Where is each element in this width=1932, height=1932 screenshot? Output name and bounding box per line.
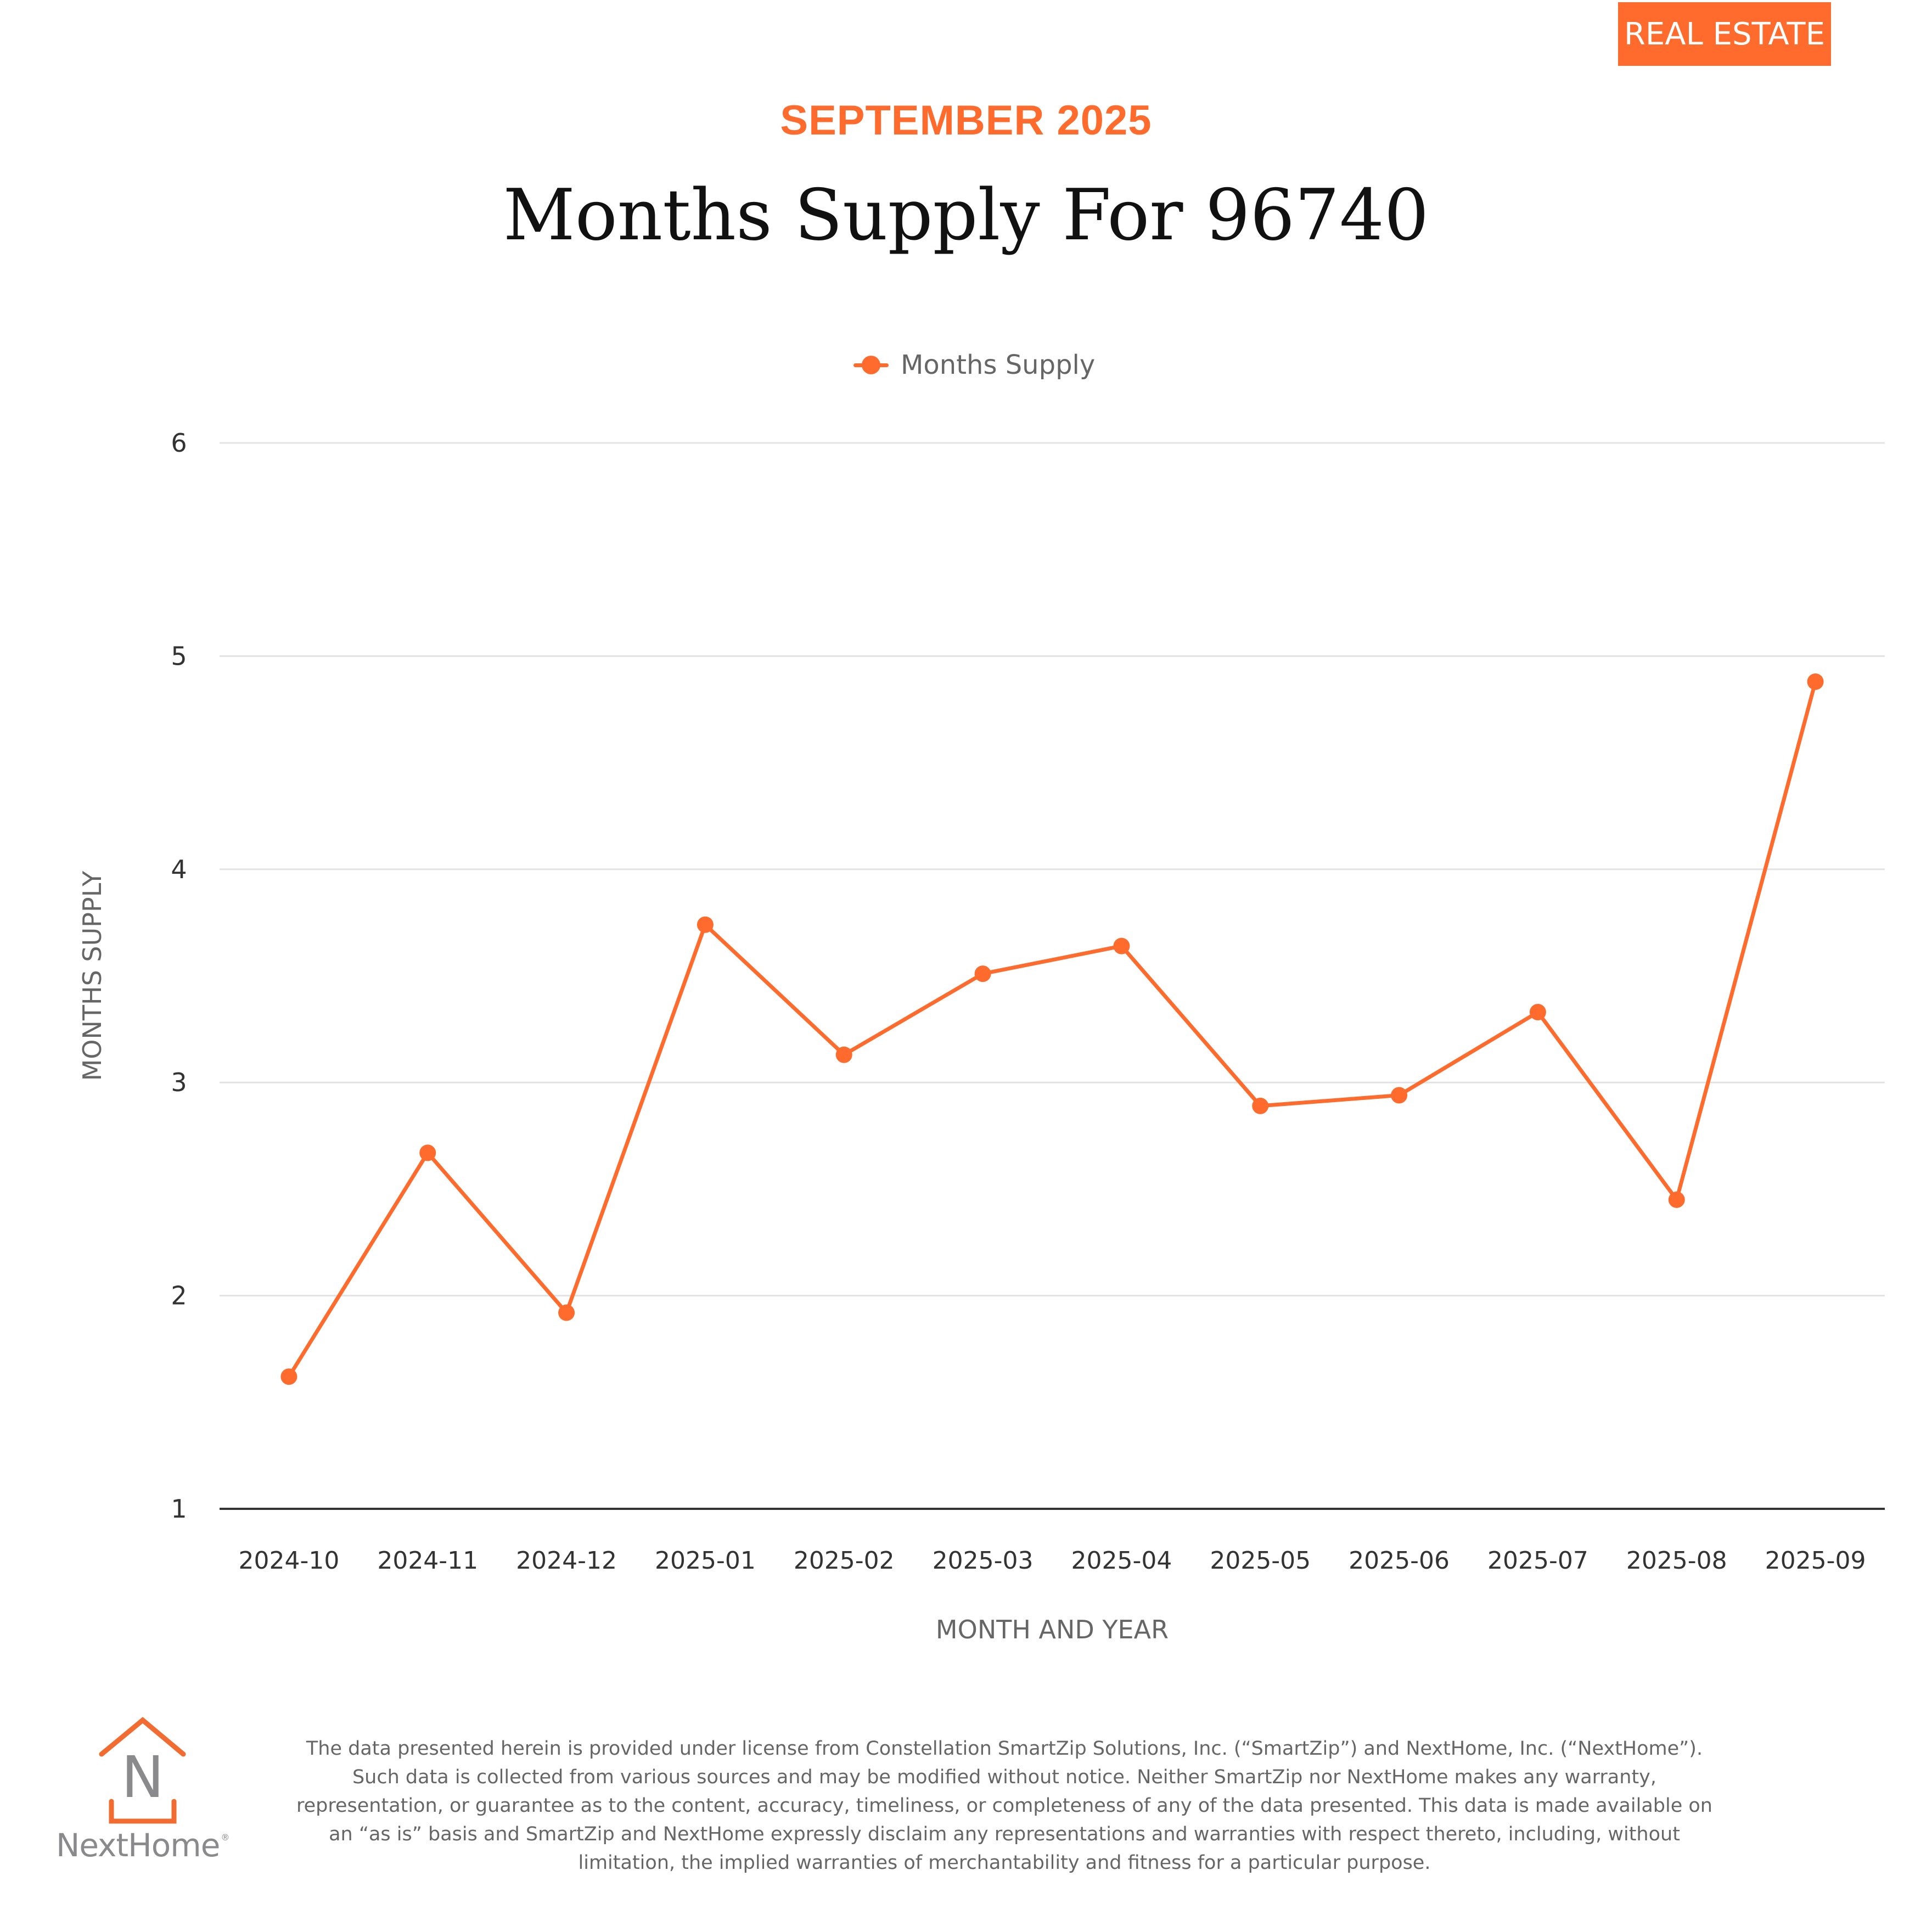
- x-tick-label: 2024-12: [516, 1547, 617, 1575]
- nexthome-wordmark: NextHome ®: [56, 1827, 229, 1864]
- y-tick-label: 2: [171, 1281, 187, 1311]
- data-point[interactable]: [1391, 1087, 1408, 1104]
- x-tick-label: 2025-03: [933, 1547, 1034, 1575]
- legend-label: Months Supply: [901, 350, 1096, 380]
- y-tick-label: 4: [171, 855, 187, 884]
- data-point[interactable]: [1807, 673, 1824, 690]
- gridlines: [220, 442, 1885, 1297]
- y-tick-label: 1: [171, 1494, 187, 1524]
- line-chart: 1 2 3 4 5 6 2024-10 2024-11 2024-12 2025-01 2025-…: [77, 428, 1885, 1644]
- data-point[interactable]: [1668, 1191, 1685, 1208]
- y-tick-label: 3: [171, 1068, 187, 1097]
- y-axis-title: MONTHS SUPPLY: [77, 870, 107, 1081]
- logo-roof-icon: [99, 1717, 186, 1757]
- y-tick-label: 5: [171, 641, 187, 671]
- x-tick-label: 2025-06: [1349, 1547, 1450, 1575]
- x-tick-label: 2024-11: [377, 1547, 478, 1575]
- y-tick-labels: 1 2 3 4 5 6: [171, 428, 187, 1524]
- x-tick-label: 2025-04: [1071, 1547, 1172, 1575]
- nexthome-logo: N: [99, 1717, 186, 1824]
- data-point[interactable]: [1529, 1004, 1546, 1021]
- data-point[interactable]: [558, 1304, 575, 1321]
- chart-legend: Months Supply: [853, 346, 1095, 384]
- data-point[interactable]: [697, 916, 714, 933]
- data-point[interactable]: [1113, 937, 1130, 954]
- x-tick-label: 2025-07: [1487, 1547, 1588, 1575]
- x-tick-label: 2024-10: [238, 1547, 339, 1575]
- y-tick-label: 6: [171, 428, 187, 458]
- data-point[interactable]: [835, 1046, 852, 1063]
- x-tick-label: 2025-09: [1765, 1547, 1866, 1575]
- x-tick-label: 2025-05: [1210, 1547, 1311, 1575]
- real-estate-badge: REAL ESTATE: [1618, 2, 1831, 66]
- x-tick-labels: 2024-10 2024-11 2024-12 2025-01 2025-02 2025-…: [238, 1547, 1866, 1575]
- x-tick-label: 2025-01: [655, 1547, 756, 1575]
- data-point[interactable]: [1252, 1097, 1269, 1114]
- data-disclaimer: The data presented herein is provided un…: [296, 1738, 1712, 1874]
- chart-title: Months Supply For 96740: [503, 175, 1429, 256]
- x-axis-title: MONTH AND YEAR: [936, 1615, 1169, 1644]
- legend-line-marker-icon: [853, 354, 889, 376]
- logo-base-icon: [109, 1799, 177, 1824]
- logo-text: NextHome: [56, 1827, 220, 1864]
- report-month-subtitle: SEPTEMBER 2025: [780, 97, 1152, 144]
- series-line-months-supply: [287, 681, 1817, 1378]
- x-tick-label: 2025-08: [1626, 1547, 1727, 1575]
- logo-n-mark: N: [121, 1744, 164, 1811]
- data-point[interactable]: [280, 1368, 297, 1385]
- registered-mark: ®: [221, 1832, 229, 1843]
- x-tick-label: 2025-02: [794, 1547, 895, 1575]
- data-point[interactable]: [419, 1144, 436, 1161]
- data-point[interactable]: [974, 965, 991, 982]
- data-points: [280, 673, 1824, 1385]
